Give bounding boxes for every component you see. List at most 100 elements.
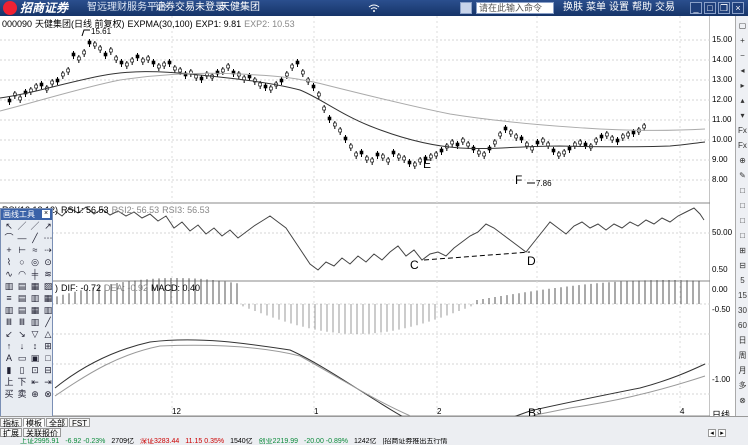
drawing-tool-29[interactable]: ▤ (17, 305, 27, 315)
drawing-tool-31[interactable]: ▥ (43, 305, 53, 315)
right-tool-button-11[interactable]: □ (740, 186, 745, 195)
drawing-tool-41[interactable]: ↓ (19, 341, 25, 351)
menu-main[interactable]: 菜单 (586, 2, 606, 13)
tab-fst[interactable]: FST (69, 418, 91, 428)
right-tool-button-6[interactable]: ▾ (740, 111, 745, 120)
drawing-tool-58[interactable]: ⊕ (31, 389, 39, 399)
drawing-tool-13[interactable]: ○ (19, 257, 25, 267)
drawing-tool-39[interactable]: △ (44, 329, 52, 339)
drawing-tool-49[interactable]: ▯ (19, 365, 25, 375)
right-tool-button-19[interactable]: 30 (738, 306, 747, 315)
scroll-left-button[interactable]: ◂ (708, 429, 716, 437)
tab-extend[interactable]: 扩展 (0, 428, 22, 438)
drawing-tool-9[interactable]: ⊢ (18, 245, 26, 255)
drawing-tool-23[interactable]: ▨ (43, 281, 53, 291)
drawing-tool-37[interactable]: ↘ (18, 329, 26, 339)
command-input[interactable]: 请在此输入命令 (476, 2, 554, 14)
drawing-tool-4[interactable]: ⌒ (4, 233, 14, 243)
drawing-tool-1[interactable]: ／ (17, 221, 27, 231)
right-tool-button-21[interactable]: 日 (738, 336, 747, 345)
right-tool-button-2[interactable]: − (740, 51, 745, 60)
trade-login-menu[interactable]: 证券交易未登录 (155, 2, 225, 13)
tab-related-quotes[interactable]: 关联报价 (23, 428, 61, 438)
right-tool-button-4[interactable]: ▸ (740, 81, 745, 90)
drawing-tool-52[interactable]: 上 (4, 377, 14, 387)
drawing-tool-20[interactable]: ▥ (4, 281, 14, 291)
drawing-tool-25[interactable]: ▤ (17, 293, 27, 303)
drawing-tool-0[interactable]: ↖ (5, 221, 13, 231)
drawing-tool-12[interactable]: ⌇ (6, 257, 12, 267)
minimize-button[interactable]: _ (690, 2, 702, 14)
drawing-tool-59[interactable]: ⊗ (44, 389, 52, 399)
menu-trade[interactable]: 交易 (655, 2, 675, 13)
close-button[interactable]: × (732, 2, 744, 14)
drawing-tool-57[interactable]: 卖 (17, 389, 27, 399)
drawing-tool-32[interactable]: Ⅲ (5, 317, 13, 327)
right-tool-button-0[interactable]: ▢ (738, 21, 747, 30)
drawing-tool-56[interactable]: 买 (4, 389, 14, 399)
right-tool-button-20[interactable]: 60 (738, 321, 747, 330)
right-tool-button-15[interactable]: ⊞ (739, 246, 746, 255)
drawing-tool-36[interactable]: ↙ (5, 329, 13, 339)
tool-panel-close-button[interactable]: × (42, 210, 50, 218)
drawing-tool-43[interactable]: ⊞ (44, 341, 52, 351)
right-tool-button-14[interactable]: □ (740, 231, 745, 240)
drawing-tool-35[interactable]: ╱ (45, 317, 51, 327)
drawing-tool-17[interactable]: ◠ (18, 269, 26, 279)
drawing-tool-33[interactable]: Ⅲ (18, 317, 26, 327)
right-tool-button-8[interactable]: Fx (738, 141, 747, 150)
drawing-tool-11[interactable]: ⇢ (44, 245, 52, 255)
drawing-tool-5[interactable]: — (17, 233, 27, 243)
scroll-right-button[interactable]: ▸ (718, 429, 726, 437)
right-tool-button-5[interactable]: ▴ (740, 96, 745, 105)
right-tool-button-7[interactable]: Fx (738, 126, 747, 135)
drawing-tool-50[interactable]: ⊡ (31, 365, 39, 375)
drawing-tool-42[interactable]: ↕ (32, 341, 38, 351)
right-tool-button-24[interactable]: 多 (738, 381, 747, 390)
drawing-tool-53[interactable]: 下 (17, 377, 27, 387)
stock-name-menu[interactable]: 天健集团 (220, 2, 260, 13)
drawing-tool-40[interactable]: ↑ (6, 341, 12, 351)
drawing-tool-26[interactable]: ▥ (30, 293, 40, 303)
right-tool-button-18[interactable]: 15 (738, 291, 747, 300)
drawing-tool-18[interactable]: ╪ (31, 269, 39, 279)
drawing-tool-2[interactable]: ／ (30, 221, 40, 231)
drawing-tool-15[interactable]: ⊙ (44, 257, 52, 267)
keyboard-icon[interactable] (460, 2, 472, 14)
tab-all[interactable]: 全部 (46, 418, 68, 428)
drawing-tool-panel[interactable]: 画线工具 × ↖ ／／ ↗ ⌒ — ╱ ⋯ + ⊢ ≈ ⇢ ⌇ ○ ◎ ⊙ ∿ ◠ ╪ ≋ ▥ ▤ ▦ ▨ ≡ ▤ ▥ ▦ ▥ ▤ ▦ ▥ Ⅲ… (0, 208, 53, 418)
drawing-tool-8[interactable]: + (6, 245, 12, 255)
right-tool-button-12[interactable]: □ (740, 201, 745, 210)
drawing-tool-16[interactable]: ∿ (5, 269, 13, 279)
right-tool-button-22[interactable]: 周 (738, 351, 747, 360)
right-tool-button-23[interactable]: 月 (738, 366, 747, 375)
tab-indicator[interactable]: 指标 (0, 418, 22, 428)
right-tool-button-13[interactable]: □ (740, 216, 745, 225)
drawing-tool-30[interactable]: ▦ (30, 305, 40, 315)
drawing-tool-34[interactable]: ▥ (30, 317, 40, 327)
drawing-tool-3[interactable]: ↗ (44, 221, 52, 231)
menu-help[interactable]: 帮助 (632, 2, 652, 13)
drawing-tool-22[interactable]: ▦ (30, 281, 40, 291)
drawing-tool-45[interactable]: ▭ (17, 353, 27, 363)
drawing-tool-55[interactable]: ⇥ (44, 377, 52, 387)
right-tool-button-17[interactable]: 5 (740, 276, 745, 285)
menu-settings[interactable]: 设置 (609, 2, 629, 13)
restore-button[interactable]: ❐ (718, 2, 730, 14)
drawing-tool-7[interactable]: ⋯ (43, 233, 53, 243)
right-tool-button-25[interactable]: ⊗ (739, 396, 746, 405)
drawing-tool-21[interactable]: ▤ (17, 281, 27, 291)
drawing-tool-46[interactable]: ▣ (30, 353, 40, 363)
tab-template[interactable]: 模板 (23, 418, 45, 428)
drawing-tool-14[interactable]: ◎ (31, 257, 39, 267)
maximize-button[interactable]: □ (704, 2, 716, 14)
drawing-tool-48[interactable]: ▮ (6, 365, 12, 375)
drawing-tool-51[interactable]: ⊟ (44, 365, 52, 375)
drawing-tool-28[interactable]: ▥ (4, 305, 14, 315)
drawing-tool-54[interactable]: ⇤ (31, 377, 39, 387)
drawing-tool-24[interactable]: ≡ (6, 293, 12, 303)
right-tool-button-3[interactable]: ◂ (740, 66, 745, 75)
right-tool-button-10[interactable]: ✎ (739, 171, 746, 180)
drawing-tool-10[interactable]: ≈ (32, 245, 38, 255)
